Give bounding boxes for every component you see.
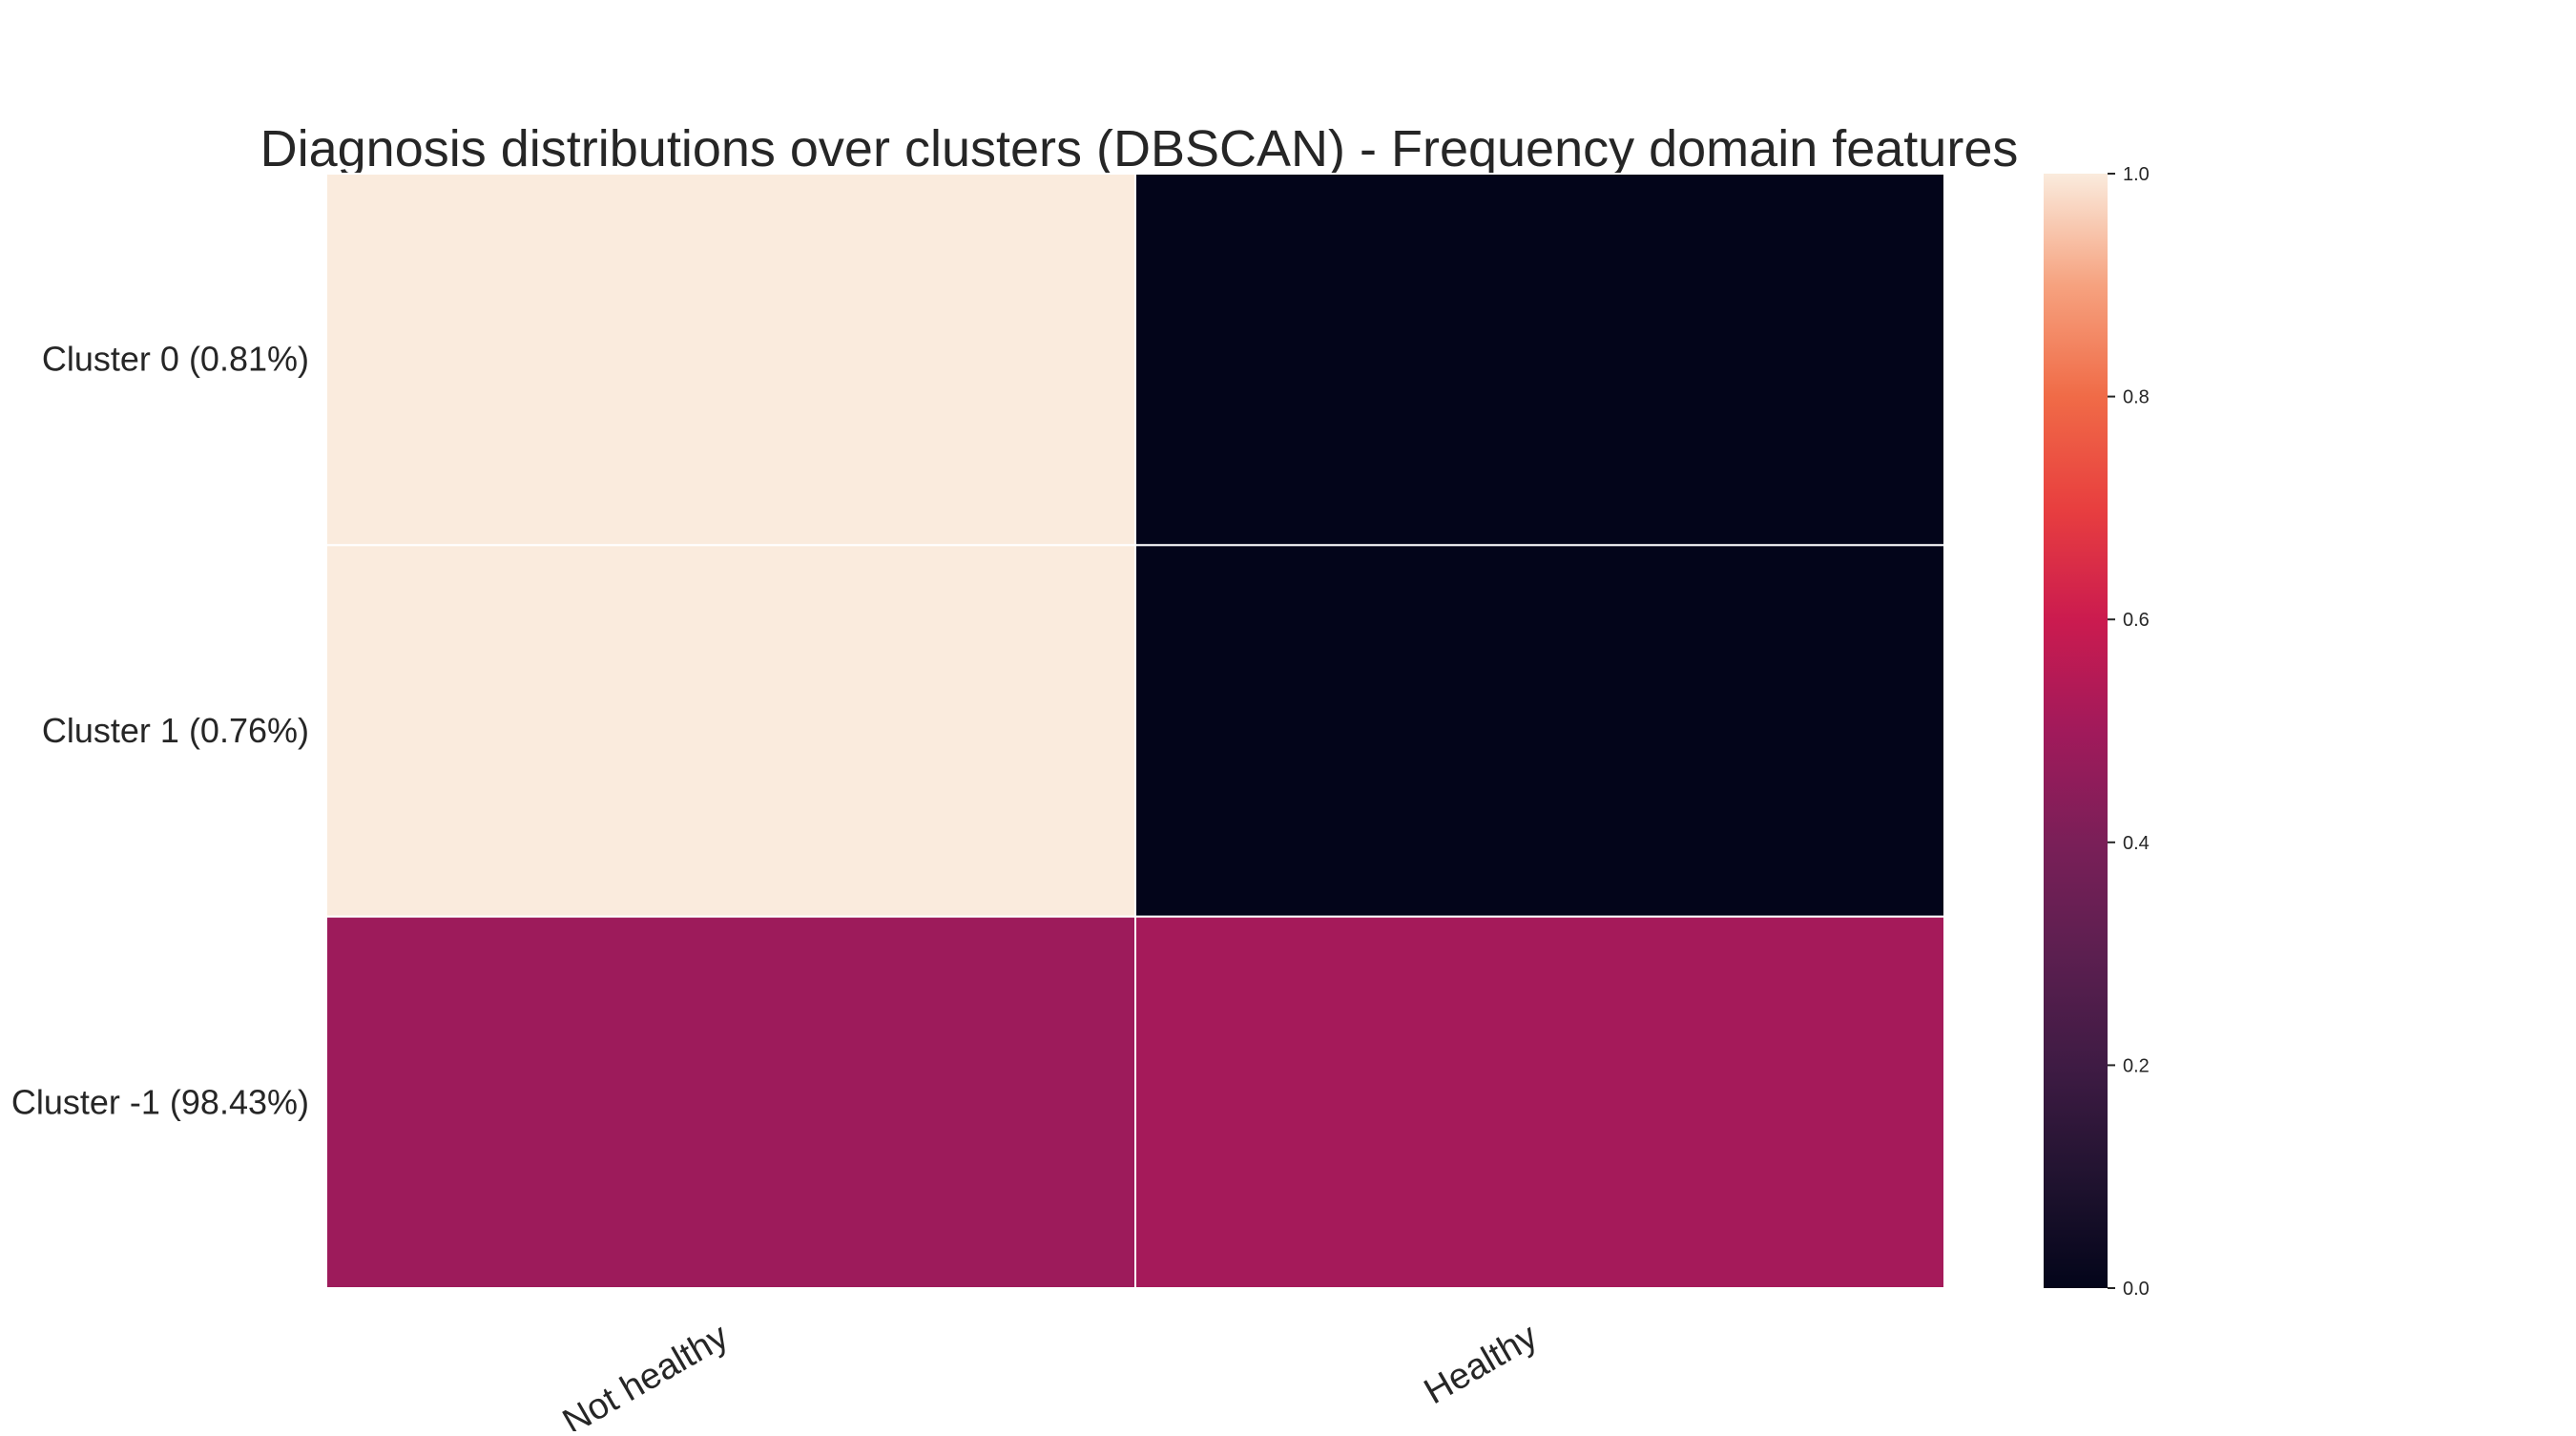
heatmap-cell: [1134, 544, 1945, 918]
colorbar-tick-label: 1.0: [2123, 164, 2150, 185]
heatmap-cell: [325, 173, 1136, 547]
colorbar-tick-label: 0.8: [2123, 387, 2150, 408]
colorbar-tick-label: 0.0: [2123, 1279, 2150, 1300]
colorbar: 0.0 0.2 0.4 0.6 0.8 1.0: [2044, 164, 2150, 1300]
chart-title: Diagnosis distributions over clusters (D…: [260, 120, 2019, 177]
y-tick-label: Cluster -1 (98.43%): [11, 1082, 309, 1121]
heatmap-cell: [1134, 915, 1945, 1290]
x-tick-label: Healthy: [1418, 1316, 1545, 1412]
colorbar-gradient: [2044, 174, 2108, 1288]
colorbar-tick-label: 0.2: [2123, 1055, 2150, 1076]
x-axis-labels: Not healthy Healthy: [556, 1316, 1545, 1436]
colorbar-tick-label: 0.4: [2123, 833, 2150, 854]
heatmap-cells: [325, 173, 1945, 1290]
heatmap-cell: [1134, 173, 1945, 547]
y-axis-labels: Cluster 0 (0.81%) Cluster 1 (0.76%) Cluste…: [11, 340, 309, 1122]
y-tick-label: Cluster 0 (0.81%): [42, 340, 309, 379]
x-tick-label: Not healthy: [556, 1316, 735, 1431]
heatmap-cell: [325, 544, 1136, 918]
y-tick-label: Cluster 1 (0.76%): [42, 711, 309, 750]
colorbar-tick-label: 0.6: [2123, 610, 2150, 631]
heatmap-cell: [325, 915, 1136, 1290]
colorbar-ticks: 0.0 0.2 0.4 0.6 0.8 1.0: [2108, 164, 2150, 1300]
